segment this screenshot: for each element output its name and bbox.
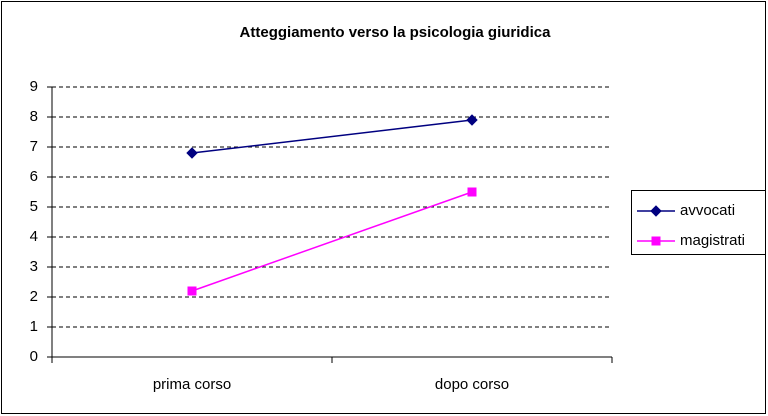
- y-tick-label: 4: [30, 228, 38, 245]
- marker: [186, 147, 198, 159]
- marker: [650, 205, 662, 217]
- y-tick-label: 2: [30, 288, 38, 305]
- legend-label: magistrati: [680, 232, 745, 249]
- y-tick-label: 6: [30, 168, 38, 185]
- marker: [466, 114, 478, 126]
- y-tick-label: 9: [30, 78, 38, 95]
- chart-title: Atteggiamento verso la psicologia giurid…: [240, 24, 552, 41]
- y-tick-label: 1: [30, 318, 38, 335]
- series-line: [191, 191, 473, 292]
- marker: [651, 236, 661, 246]
- marker: [467, 187, 477, 197]
- legend-label: avvocati: [680, 202, 735, 219]
- y-tick-label: 3: [30, 258, 38, 275]
- series-line: [191, 119, 473, 154]
- marker: [187, 286, 197, 296]
- y-tick-label: 8: [30, 108, 38, 125]
- y-tick-label: 0: [30, 348, 38, 365]
- y-tick-label: 7: [30, 138, 38, 155]
- x-tick-label: dopo corso: [435, 376, 509, 393]
- x-tick-label: prima corso: [153, 376, 231, 393]
- y-tick-label: 5: [30, 198, 38, 215]
